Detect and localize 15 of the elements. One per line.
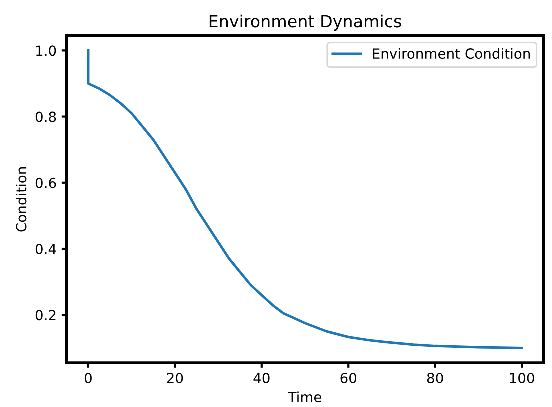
y-tick-label: 0.6 — [36, 178, 56, 188]
x-tick-label: 100 — [510, 373, 534, 384]
y-tick-label: 1.0 — [36, 46, 56, 56]
x-tick-label: 20 — [167, 373, 184, 384]
y-tick-label: 0.4 — [36, 244, 56, 254]
x-axis-title: Time — [288, 392, 322, 403]
y-axis-title: Condition — [16, 167, 27, 232]
x-tick-label: 40 — [254, 373, 270, 384]
y-tick-label: 0.8 — [36, 112, 56, 122]
y-tick-label: 0.2 — [36, 310, 56, 321]
x-tick-label: 0 — [84, 373, 92, 384]
legend-label: Environment Condition — [373, 48, 530, 60]
x-tick-label: 80 — [427, 373, 444, 384]
chart-title: Environment Dynamics — [210, 14, 402, 31]
x-tick-label: 60 — [340, 373, 357, 384]
